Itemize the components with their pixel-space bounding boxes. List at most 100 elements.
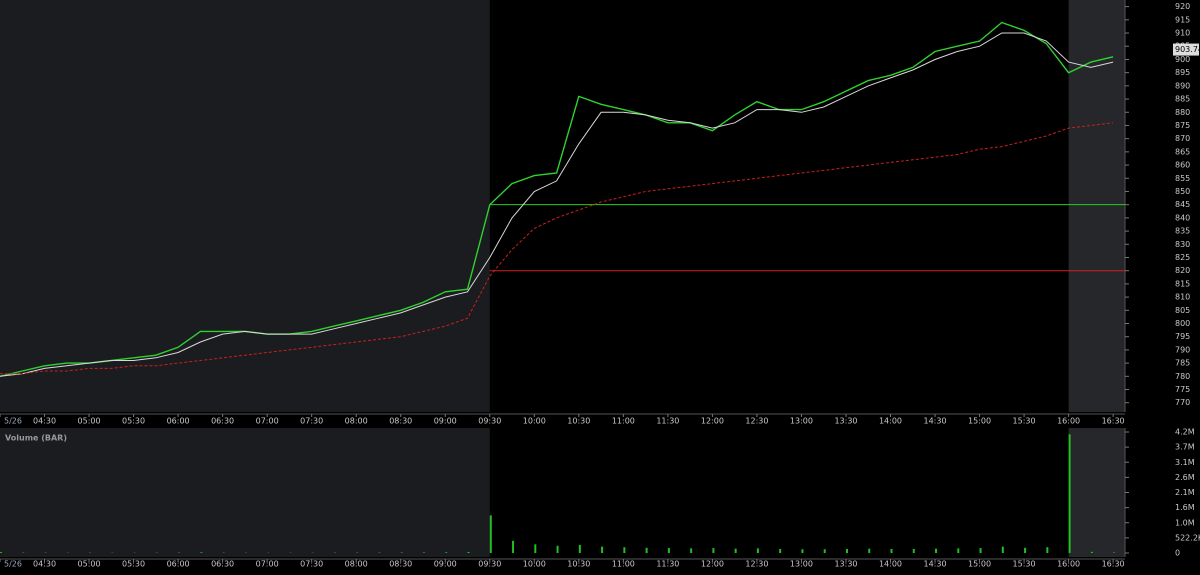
x-tick-label: 04:30	[33, 560, 56, 569]
volume-bar	[534, 544, 537, 553]
x-tick-label: 13:30	[834, 560, 857, 569]
x-tick-label: 05:30	[122, 560, 145, 569]
x-tick-label: 05:00	[78, 417, 101, 426]
x-tick-label: 06:00	[167, 417, 190, 426]
x-tick-label: 13:30	[834, 417, 857, 426]
y-tick-label: 900	[1175, 55, 1190, 64]
y-tick-label: 1.6M	[1175, 503, 1195, 512]
y-tick-label: 820	[1175, 266, 1190, 275]
volume-bar	[734, 548, 737, 553]
premarket-shade	[0, 428, 490, 557]
volume-bar	[979, 548, 982, 553]
x-tick-label: 12:30	[745, 560, 768, 569]
volume-bar	[1046, 547, 1049, 553]
y-tick-label: 3.1M	[1175, 458, 1195, 467]
volume-bar	[623, 547, 626, 553]
y-tick-label: 875	[1175, 121, 1190, 130]
x-tick-label: 04:30	[33, 417, 56, 426]
y-tick-label: 840	[1175, 213, 1190, 222]
y-tick-label: 800	[1175, 319, 1190, 328]
y-tick-label: 830	[1175, 240, 1190, 249]
x-tick-label: 07:30	[300, 417, 323, 426]
x-tick-label: 09:30	[478, 417, 501, 426]
x-tick-label: 11:00	[612, 560, 635, 569]
y-tick-label: 870	[1175, 134, 1190, 143]
x-tick-label: 13:00	[790, 417, 813, 426]
x-tick-label: 10:30	[567, 560, 590, 569]
afterhours-shade	[1068, 0, 1125, 412]
volume-bar	[578, 544, 581, 553]
x-tick-label: 06:00	[167, 560, 190, 569]
y-tick-label: 0	[1175, 549, 1180, 558]
y-tick-label: 855	[1175, 174, 1190, 183]
x-tick-label: 12:00	[701, 417, 724, 426]
afterhours-shade	[1068, 428, 1125, 557]
volume-bar	[645, 547, 648, 553]
x-tick-label: 16:00	[1057, 417, 1080, 426]
x-tick-label: 14:00	[879, 417, 902, 426]
y-tick-label: 815	[1175, 279, 1190, 288]
x-tick-label: 15:00	[968, 417, 991, 426]
x-tick-label: 06:30	[211, 417, 234, 426]
x-tick-label: 11:00	[612, 417, 635, 426]
volume-bar	[912, 548, 915, 553]
x-tick-label: 16:30	[1102, 560, 1125, 569]
volume-bar	[1024, 547, 1027, 553]
y-tick-label: 860	[1175, 161, 1190, 170]
x-tick-label: 16:30	[1102, 417, 1125, 426]
volume-bar	[957, 548, 960, 553]
y-tick-label: 850	[1175, 187, 1190, 196]
x-tick-label: 09:00	[434, 560, 457, 569]
volume-bar	[756, 548, 759, 553]
x-tick-label: 14:00	[879, 560, 902, 569]
x-tick-label: 07:30	[300, 560, 323, 569]
volume-bar	[200, 552, 203, 553]
volume-bar	[1090, 551, 1093, 553]
pane-title: Volume (BAR)	[5, 434, 67, 443]
volume-bar	[445, 552, 448, 553]
x-tick-label: 5/26	[4, 417, 22, 426]
volume-bar	[890, 548, 893, 553]
x-tick-label: 14:30	[923, 417, 946, 426]
volume-bar	[935, 548, 938, 553]
x-tick-label: 12:00	[701, 560, 724, 569]
y-tick-label: 895	[1175, 68, 1190, 77]
volume-bar	[823, 549, 826, 553]
y-tick-label: 1.0M	[1175, 518, 1195, 527]
y-tick-label: 835	[1175, 227, 1190, 236]
x-tick-label: 05:00	[78, 560, 101, 569]
y-tick-label: 2.6M	[1175, 473, 1195, 482]
volume-bar	[1001, 546, 1004, 553]
y-tick-label: 795	[1175, 332, 1190, 341]
x-tick-label: 10:30	[567, 417, 590, 426]
volume-bar	[1113, 552, 1116, 553]
x-tick-label: 06:30	[211, 560, 234, 569]
volume-bar	[690, 548, 693, 553]
x-tick-label: 05:30	[122, 417, 145, 426]
price-line	[0, 122, 1114, 375]
y-tick-label: 890	[1175, 81, 1190, 90]
volume-bar	[868, 548, 871, 553]
price-line	[0, 21, 1114, 377]
volume-bar	[667, 548, 670, 553]
x-tick-label: 08:00	[345, 560, 368, 569]
x-tick-label: 09:00	[434, 417, 457, 426]
x-tick-label: 12:30	[745, 417, 768, 426]
volume-bar	[422, 552, 425, 553]
x-tick-label: 08:30	[389, 417, 412, 426]
x-tick-label: 16:00	[1057, 560, 1080, 569]
x-tick-label: 11:30	[656, 560, 679, 569]
x-tick-label: 09:30	[478, 560, 501, 569]
y-tick-label: 2.1M	[1175, 488, 1195, 497]
y-tick-label: 920	[1175, 2, 1190, 11]
last-price-label: 903.74	[1175, 45, 1200, 54]
y-tick-label: 810	[1175, 293, 1190, 302]
x-tick-label: 13:00	[790, 560, 813, 569]
y-tick-label: 790	[1175, 345, 1190, 354]
x-tick-label: 15:30	[1013, 560, 1036, 569]
y-tick-label: 522.2K	[1175, 533, 1200, 542]
volume-bar	[601, 546, 604, 553]
volume-bar	[512, 540, 515, 553]
y-tick-label: 780	[1175, 372, 1190, 381]
